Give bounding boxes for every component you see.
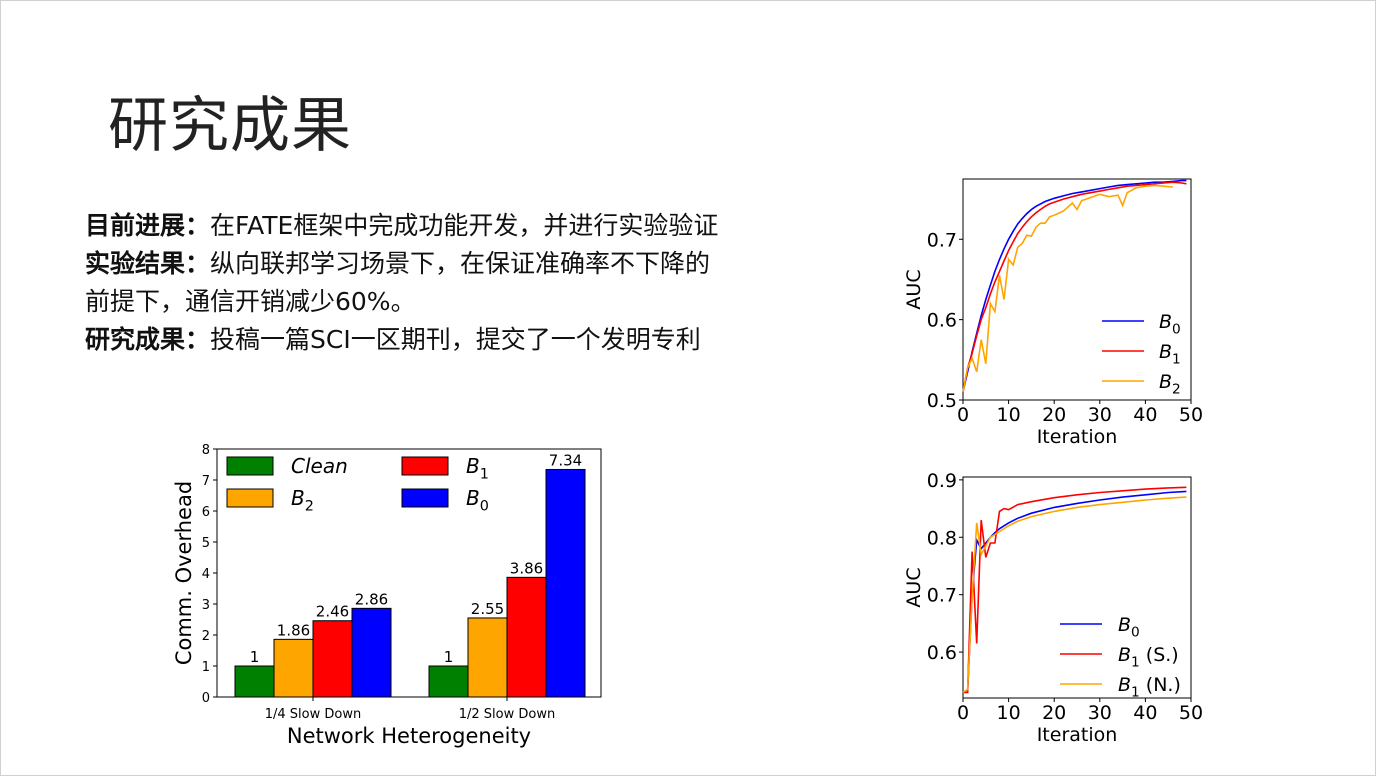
bullet-text: 前提下，通信开销减少60%。: [85, 287, 416, 316]
bullet-label: 研究成果：: [85, 325, 211, 354]
legend-label: B2: [1159, 371, 1181, 397]
legend-label: B0: [466, 486, 489, 515]
bar-value-label: 1: [444, 648, 454, 666]
series-line: [962, 184, 1173, 393]
y-tick-label: 0.7: [927, 585, 957, 607]
legend-label: Clean: [291, 454, 348, 478]
bar-value-label: 1: [250, 648, 260, 666]
y-tick-label: 2: [202, 629, 210, 644]
x-tick-label: 20: [1042, 404, 1066, 426]
x-tick-label: 50: [1179, 702, 1203, 724]
x-tick-label: 1/2 Slow Down: [459, 707, 555, 722]
legend-label: B1 (S.): [1118, 644, 1179, 670]
x-tick-label: 30: [1088, 702, 1112, 724]
legend-swatch: [401, 488, 449, 508]
bar-value-label: 2.46: [316, 603, 349, 621]
legend-swatch: [226, 456, 274, 476]
bar-value-label: 2.86: [355, 590, 388, 608]
y-tick-label: 5: [202, 536, 210, 551]
auc-line-chart-top: 0 10 20 30 40 50 0.5 0.6 0.7 Iteration AUC B0 B1 B2: [903, 178, 1203, 448]
y-axis-label: Comm. Overhead: [172, 481, 196, 665]
x-tick-label: 30: [1088, 404, 1112, 426]
x-tick-label: 1/4 Slow Down: [265, 707, 361, 722]
bullet-list: 目前进展：在FATE框架中完成功能开发，并进行实验验证 实验结果：纵向联邦学习场…: [85, 207, 825, 359]
series-line: [963, 490, 1187, 694]
bar: [545, 468, 586, 698]
x-tick-label: 20: [1042, 702, 1066, 724]
bullet-text: 纵向联邦学习场景下，在保证准确率不下降的: [210, 249, 711, 278]
plot-frame: [962, 476, 1192, 699]
y-tick-label: 0: [202, 691, 210, 706]
series-line: [962, 496, 1187, 693]
bullet-results-cont: 前提下，通信开销减少60%。: [85, 283, 825, 321]
legend-label: B2: [291, 486, 314, 515]
y-tick-label: 0.6: [927, 310, 957, 332]
y-tick-label: 8: [202, 443, 210, 458]
x-axis-label: Iteration: [1037, 724, 1118, 746]
slide-title: 研究成果: [108, 91, 352, 161]
bar-value-label: 7.34: [549, 451, 582, 469]
legend-label: B1 (N.): [1118, 674, 1181, 700]
y-tick-label: 0.8: [927, 527, 957, 549]
bar: [273, 638, 314, 698]
auc-line-chart-bottom: 0 10 20 30 40 50 0.6 0.7 0.8 0.9 Iteration AUC B0 B1 …: [903, 470, 1203, 746]
legend-label: B0: [1159, 311, 1181, 337]
x-tick-label: 10: [997, 702, 1021, 724]
x-axis-label: Network Heterogeneity: [287, 724, 531, 748]
bar-value-label: 2.55: [471, 600, 504, 618]
y-tick-label: 7: [202, 474, 210, 489]
x-tick-label: 0: [957, 404, 969, 426]
bullet-text: 投稿一篇SCI一区期刊，提交了一个发明专利: [210, 325, 701, 354]
legend-label: B1: [1159, 341, 1181, 367]
x-tick-label: 0: [957, 702, 969, 724]
series-line: [962, 181, 1187, 393]
series-line: [963, 486, 1187, 694]
y-tick-label: 4: [202, 567, 210, 582]
y-tick-label: 6: [202, 505, 210, 520]
comm-overhead-bar-chart: 0 1 2 3 4 5 6 7 8 1/4 Slow Down 1 1.86 2.46 2.86 1/2 S…: [172, 443, 602, 748]
y-tick-label: 0.7: [927, 229, 957, 251]
y-axis-label: AUC: [903, 567, 925, 607]
series-line: [962, 179, 1187, 393]
x-tick-label: 40: [1133, 702, 1157, 724]
y-tick-label: 0.5: [927, 390, 957, 412]
bar-value-label: 3.86: [510, 559, 543, 577]
bar: [506, 576, 547, 698]
y-tick-label: 1: [202, 660, 210, 675]
y-axis-label: AUC: [903, 269, 925, 309]
x-tick-label: 40: [1133, 404, 1157, 426]
bullet-progress: 目前进展：在FATE框架中完成功能开发，并进行实验验证: [85, 207, 825, 245]
bar: [312, 620, 353, 698]
bar: [428, 665, 469, 698]
bar-value-label: 1.86: [277, 621, 310, 639]
bullet-text: 在FATE框架中完成功能开发，并进行实验验证: [210, 211, 719, 240]
y-tick-label: 0.6: [927, 642, 957, 664]
legend-swatch: [226, 488, 274, 508]
bar: [467, 617, 508, 698]
y-tick-label: 3: [202, 598, 210, 613]
legend-label: B1: [466, 454, 489, 483]
legend-swatch: [401, 456, 449, 476]
bullet-label: 实验结果：: [85, 249, 211, 278]
legend-label: B0: [1118, 614, 1140, 640]
bullet-label: 目前进展：: [85, 211, 211, 240]
y-tick-label: 0.9: [927, 470, 957, 492]
bar: [351, 607, 392, 698]
x-axis-label: Iteration: [1037, 426, 1118, 448]
plot-frame: [962, 178, 1192, 401]
bullet-results: 实验结果：纵向联邦学习场景下，在保证准确率不下降的: [85, 245, 825, 283]
x-tick-label: 50: [1179, 404, 1203, 426]
bullet-outcomes: 研究成果：投稿一篇SCI一区期刊，提交了一个发明专利: [85, 321, 825, 359]
bar: [234, 665, 275, 698]
x-tick-label: 10: [997, 404, 1021, 426]
